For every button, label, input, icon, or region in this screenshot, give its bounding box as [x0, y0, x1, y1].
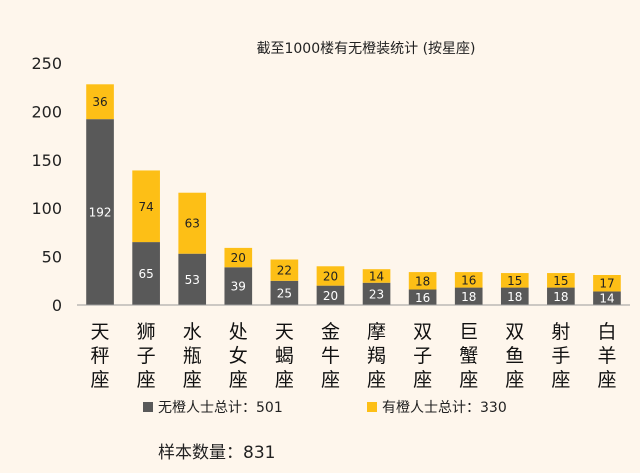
data-label: 18: [415, 274, 430, 288]
legend: 无橙人士总计：501 有橙人士总计：330: [143, 400, 507, 416]
bar-segment-no-orange: [270, 280, 299, 305]
data-label: 23: [369, 287, 384, 301]
y-tick-label: 100: [31, 199, 62, 218]
x-category-label: 处女座: [229, 321, 248, 391]
data-label: 18: [461, 290, 476, 304]
data-label: 17: [599, 277, 614, 291]
data-label: 53: [185, 273, 200, 287]
data-label: 15: [507, 274, 522, 288]
data-label: 15: [553, 274, 568, 288]
x-category-label: 白羊座: [597, 321, 616, 391]
y-axis: 0 50 100 150 200 250: [31, 54, 62, 315]
x-category-label: 金牛座: [321, 321, 340, 391]
x-category-label: 双子座: [413, 321, 432, 391]
bar-segment-no-orange: [547, 287, 575, 305]
data-label: 20: [323, 289, 338, 303]
data-label: 192: [89, 206, 112, 220]
data-label: 16: [461, 273, 476, 287]
data-label: 18: [507, 290, 522, 304]
bar-segment-has-orange: [454, 272, 483, 288]
bar-segment-no-orange: [86, 119, 114, 305]
x-category-label: 双鱼座: [505, 321, 524, 391]
data-label: 39: [231, 280, 246, 294]
bar-segment-has-orange: [178, 192, 207, 254]
legend-label: 无橙人士总计：501: [158, 400, 283, 416]
y-tick-label: 250: [31, 54, 62, 73]
data-label: 14: [599, 292, 614, 306]
legend-swatch: [143, 402, 153, 412]
x-axis: 天秤座 狮子座 水瓶座 处女座 天蝎座 金牛座 摩羯座 双子座 巨蟹座 双鱼座 射手座 白羊座: [77, 304, 630, 391]
bar-segment-has-orange: [408, 272, 437, 290]
data-label: 16: [415, 291, 430, 305]
bar-segment-no-orange: [132, 242, 160, 305]
data-label: 14: [369, 269, 384, 283]
data-label: 20: [323, 269, 338, 283]
bar-segment-no-orange: [593, 291, 621, 305]
legend-swatch: [367, 402, 377, 412]
y-tick-label: 0: [52, 296, 62, 315]
bar-segment-has-orange: [500, 273, 529, 288]
bar-segment-has-orange: [86, 84, 114, 120]
bar-segment-has-orange: [593, 274, 621, 292]
bar-segment-no-orange: [454, 287, 483, 305]
x-category-label: 天蝎座: [275, 321, 294, 391]
bar-segment-has-orange: [547, 273, 575, 288]
x-category-label: 水瓶座: [183, 321, 202, 391]
bar-segment-no-orange: [178, 253, 207, 305]
legend-label: 有橙人士总计：330: [382, 400, 507, 416]
data-label: 20: [231, 251, 246, 265]
data-label: 63: [185, 217, 200, 231]
x-category-label: 巨蟹座: [459, 321, 478, 391]
y-tick-label: 50: [42, 248, 62, 267]
bar-segment-has-orange: [316, 266, 345, 286]
bar-segment-no-orange: [316, 285, 345, 305]
x-category-label: 天秤座: [91, 321, 110, 391]
bar-segment-no-orange: [362, 282, 391, 305]
data-label: 25: [277, 286, 292, 300]
chart-title: 截至1000楼有无橙装统计 (按星座): [256, 41, 475, 57]
bar-segment-no-orange: [500, 287, 529, 305]
sample-size-label: 样本数量：831: [158, 443, 275, 463]
x-category-label: 摩羯座: [367, 321, 386, 391]
data-label: 36: [92, 95, 107, 109]
bar-segment-has-orange: [224, 247, 253, 268]
bar-segment-has-orange: [270, 259, 299, 281]
data-label: 65: [138, 267, 153, 281]
data-label: 22: [277, 264, 292, 278]
y-tick-label: 150: [31, 151, 62, 170]
bar-segment-has-orange: [132, 170, 160, 243]
y-tick-label: 200: [31, 102, 62, 121]
data-label: 74: [138, 200, 153, 214]
data-label: 18: [553, 290, 568, 304]
bar-segment-no-orange: [224, 267, 253, 305]
bars: 192 36 65 74 53 63 39 20 25 22 20 20 23 14 16 18 18 16 18 1…: [86, 84, 621, 306]
bar-segment-no-orange: [408, 289, 437, 305]
x-category-label: 狮子座: [137, 321, 156, 391]
x-category-label: 射手座: [551, 321, 570, 391]
bar-segment-has-orange: [362, 269, 391, 283]
